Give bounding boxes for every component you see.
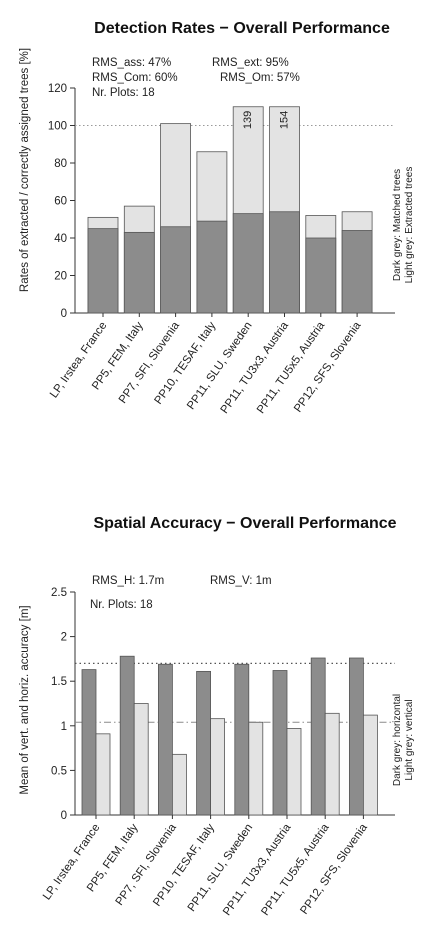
y-tick-label: 0	[61, 308, 67, 320]
y-tick-label: 1.5	[51, 676, 67, 688]
chart-title: Spatial Accuracy − Overall Performance	[93, 515, 396, 532]
y-tick-label: 20	[54, 271, 67, 283]
bar-vertical	[133, 703, 149, 816]
annotation-rms-ext: RMS_ext: 95%	[212, 57, 289, 69]
bar-horizontal	[348, 657, 364, 816]
y-tick-label: 0.5	[51, 765, 67, 777]
y-tick-label: 80	[54, 158, 67, 170]
bar-horizontal	[272, 670, 288, 816]
x-tick-label: PP11, TU5x5, Austria	[255, 319, 328, 416]
x-tick-label: PP11, SLU, Sweden	[186, 822, 255, 914]
x-tick-label: PP12, SFS, Slovenia	[292, 319, 364, 414]
bar-value-label: 139	[242, 111, 254, 129]
bar-matched	[87, 228, 119, 314]
y-tick-label: 2.5	[51, 587, 67, 599]
bar-vertical	[324, 712, 340, 816]
annotation-rms-ass: RMS_ass: 47%	[92, 57, 171, 69]
spatial-accuracy-chart: Spatial Accuracy − Overall Performance R…	[19, 515, 415, 918]
y-axis-label: Mean of vert. and horiz. accuracy [m]	[19, 605, 31, 794]
annotation-rms-com: RMS_Com: 60%	[92, 72, 178, 84]
bar-matched	[341, 230, 373, 314]
bar-vertical	[362, 714, 378, 816]
bar-horizontal	[157, 663, 173, 816]
x-tick-label: PP12, SFS, Slovenia	[298, 821, 370, 916]
y-axis-label: Rates of extracted / correctly assigned …	[19, 48, 31, 292]
bar-horizontal	[119, 655, 135, 816]
x-tick-label: PP11, TU5x5, Austria	[259, 821, 332, 918]
bar-vertical	[286, 728, 302, 816]
bar-horizontal	[234, 663, 250, 816]
legend-dark: Dark grey: Matched trees	[392, 169, 403, 281]
legend-light: Light grey: vertical	[404, 699, 415, 780]
annotation-nr-plots: Nr. Plots: 18	[90, 599, 153, 611]
bar-value-label: 154	[279, 111, 291, 129]
bar-horizontal	[196, 670, 212, 816]
x-tick-label: PP11, SLU, Sweden	[185, 320, 254, 412]
bar-matched	[123, 231, 155, 314]
y-tick-label: 100	[48, 121, 67, 133]
x-tick-label: PP11, TU3x3, Austria	[221, 821, 294, 918]
bar-horizontal	[81, 669, 97, 816]
y-tick-label: 120	[48, 83, 67, 95]
annotation-rms-v: RMS_V: 1m	[210, 575, 272, 587]
x-tick-label: PP11, TU3x3, Austria	[219, 319, 292, 416]
legend-dark: Dark grey: horizontal	[392, 694, 403, 786]
annotation-nr-plots: Nr. Plots: 18	[92, 87, 155, 99]
y-tick-label: 0	[61, 810, 67, 822]
bar-horizontal	[310, 657, 326, 816]
bar-matched	[160, 226, 192, 314]
bar-matched	[269, 211, 300, 314]
bar-matched	[305, 237, 337, 314]
bar-vertical	[210, 718, 226, 816]
y-tick-label: 1	[61, 721, 67, 733]
legend-light: Light grey: Extracted trees	[404, 167, 415, 284]
chart-title: Detection Rates − Overall Performance	[94, 20, 390, 37]
y-tick-label: 60	[54, 196, 67, 208]
bar-matched	[232, 213, 264, 314]
bar-vertical	[95, 733, 111, 816]
annotation-rms-om: RMS_Om: 57%	[220, 72, 300, 84]
detection-rates-chart: Detection Rates − Overall Performance RM…	[19, 20, 415, 416]
annotation-rms-h: RMS_H: 1.7m	[92, 575, 164, 587]
y-tick-label: 2	[61, 632, 67, 644]
bar-vertical	[171, 753, 187, 816]
y-tick-label: 40	[54, 233, 67, 245]
bar-vertical	[248, 721, 264, 816]
bar-matched	[196, 220, 228, 314]
